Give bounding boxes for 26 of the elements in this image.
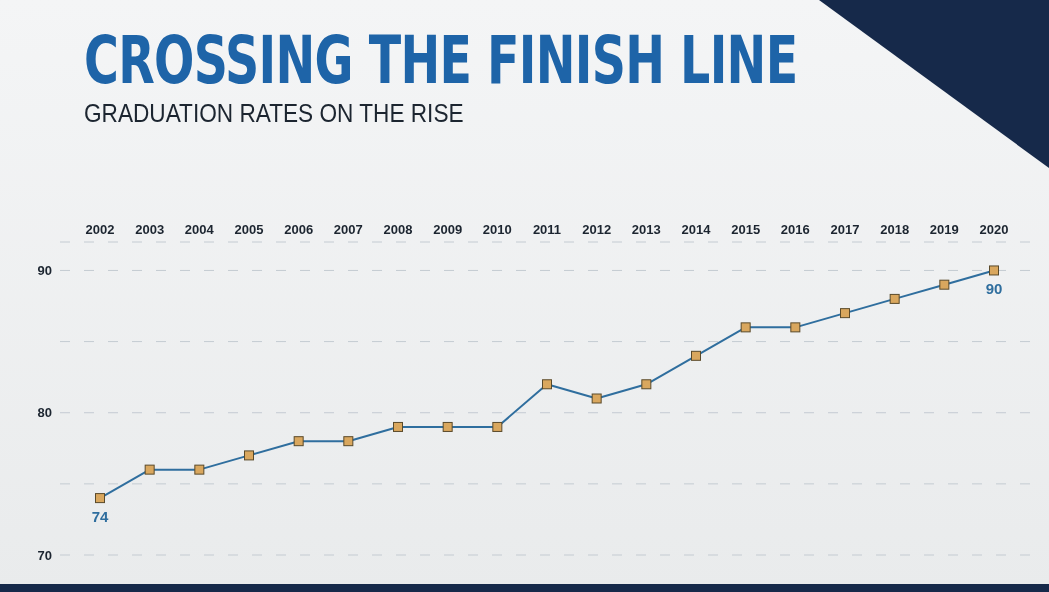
- x-tick-label: 2013: [631, 222, 661, 237]
- x-tick-label: 2009: [433, 222, 463, 237]
- x-tick-label: 2006: [284, 222, 314, 237]
- x-tick-label: 2014: [681, 222, 712, 237]
- y-tick-label: 80: [37, 405, 52, 421]
- y-tick-label: 90: [37, 263, 52, 279]
- x-tick-label: 2015: [731, 222, 761, 237]
- chart-title: CROSSING THE FINISH LINE: [84, 22, 798, 99]
- x-tick-label: 2012: [582, 222, 612, 237]
- chart-subtitle: GRADUATION RATES ON THE RISE: [84, 98, 464, 129]
- x-tick-label: 2019: [929, 222, 959, 237]
- data-label: 90: [985, 280, 1003, 298]
- y-tick-label: 70: [37, 547, 52, 563]
- x-tick-label: 2017: [830, 222, 860, 237]
- x-tick-label: 2016: [780, 222, 810, 237]
- x-tick-label: 2004: [184, 222, 215, 237]
- x-tick-label: 2020: [979, 222, 1009, 237]
- x-tick-label: 2008: [383, 222, 413, 237]
- x-tick-label: 2007: [333, 222, 363, 237]
- x-tick-label: 2002: [85, 222, 115, 237]
- data-label: 74: [91, 508, 109, 526]
- x-tick-label: 2005: [234, 222, 264, 237]
- x-tick-label: 2010: [482, 222, 512, 237]
- x-tick-label: 2018: [880, 222, 910, 237]
- x-tick-label: 2003: [135, 222, 165, 237]
- x-tick-label: 2011: [532, 222, 562, 237]
